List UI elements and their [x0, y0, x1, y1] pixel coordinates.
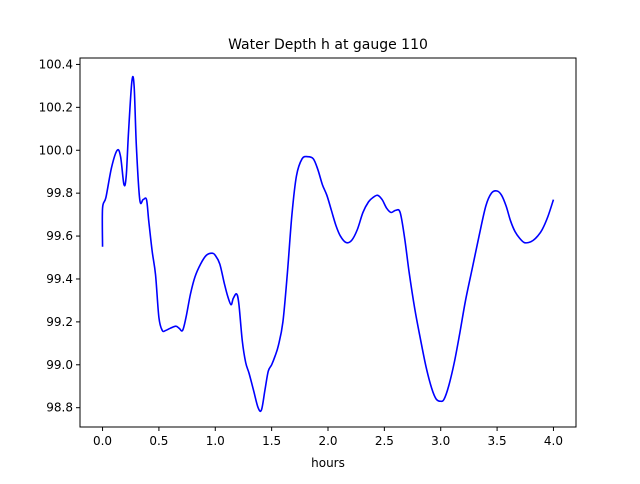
x-tick-label: 0.0: [93, 434, 112, 448]
x-tick-label: 3.5: [488, 434, 507, 448]
series-layer: [101, 75, 555, 413]
x-tick-label: 1.0: [206, 434, 225, 448]
series-line: [101, 75, 555, 413]
y-tick-label: 99.8: [46, 186, 73, 200]
y-tick-label: 98.8: [46, 401, 73, 415]
y-tick-label: 99.0: [46, 358, 73, 372]
x-axis: 0.0 0.5 1.0 1.5 2.0 2.5 3.0 3.5 4.0: [93, 427, 563, 448]
x-axis-label: hours: [311, 456, 345, 470]
y-tick-label: 99.4: [46, 272, 73, 286]
x-tick-label: 4.0: [544, 434, 563, 448]
plot-area: [80, 58, 576, 427]
x-tick-label: 1.5: [262, 434, 281, 448]
y-tick-label: 100.0: [39, 143, 73, 157]
chart-title: Water Depth h at gauge 110: [228, 37, 428, 53]
y-tick-label: 99.6: [46, 229, 73, 243]
x-tick-label: 3.0: [431, 434, 450, 448]
y-tick-label: 100.2: [39, 100, 73, 114]
y-tick-label: 100.4: [39, 57, 73, 71]
y-axis: 98.8 99.0 99.2 99.4 99.6 99.8 100.0 100.2 100.4: [39, 57, 80, 415]
x-tick-label: 0.5: [149, 434, 168, 448]
y-tick-label: 99.2: [46, 315, 73, 329]
x-tick-label: 2.0: [318, 434, 337, 448]
x-tick-label: 2.5: [375, 434, 394, 448]
